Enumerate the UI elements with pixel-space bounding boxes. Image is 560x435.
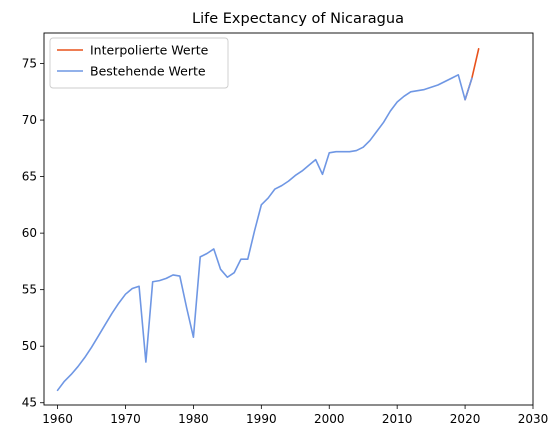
chart-title: Life Expectancy of Nicaragua — [192, 11, 404, 27]
x-tick-label: 1980 — [178, 412, 209, 426]
x-axis: 1960 1970 1980 1990 2000 2010 2020 2030 — [42, 405, 548, 426]
series-layer — [56, 48, 480, 392]
x-tick-label: 1960 — [42, 412, 73, 426]
legend-box — [49, 37, 229, 89]
x-tick-label: 2030 — [518, 412, 549, 426]
y-tick-label: 75 — [22, 57, 37, 71]
x-tick-label: 1970 — [110, 412, 141, 426]
y-tick-label: 50 — [22, 339, 37, 353]
y-axis: 45 50 55 60 65 70 75 — [22, 57, 44, 410]
plot-frame — [43, 32, 534, 406]
y-tick-label: 55 — [22, 283, 37, 297]
x-tick-label: 2000 — [314, 412, 345, 426]
y-tick-label: 60 — [22, 226, 37, 240]
x-tick-label: 2010 — [382, 412, 413, 426]
y-tick-label: 45 — [22, 396, 37, 410]
series-line-existing — [56, 74, 473, 392]
x-tick-label: 1990 — [246, 412, 277, 426]
legend-label: Bestehende Werte — [90, 64, 206, 79]
legend: Interpolierte Werte Bestehende Werte — [49, 37, 229, 89]
y-tick-label: 70 — [22, 113, 37, 127]
legend-label: Interpolierte Werte — [90, 43, 209, 58]
x-tick-label: 2020 — [450, 412, 481, 426]
y-tick-label: 65 — [22, 170, 37, 184]
